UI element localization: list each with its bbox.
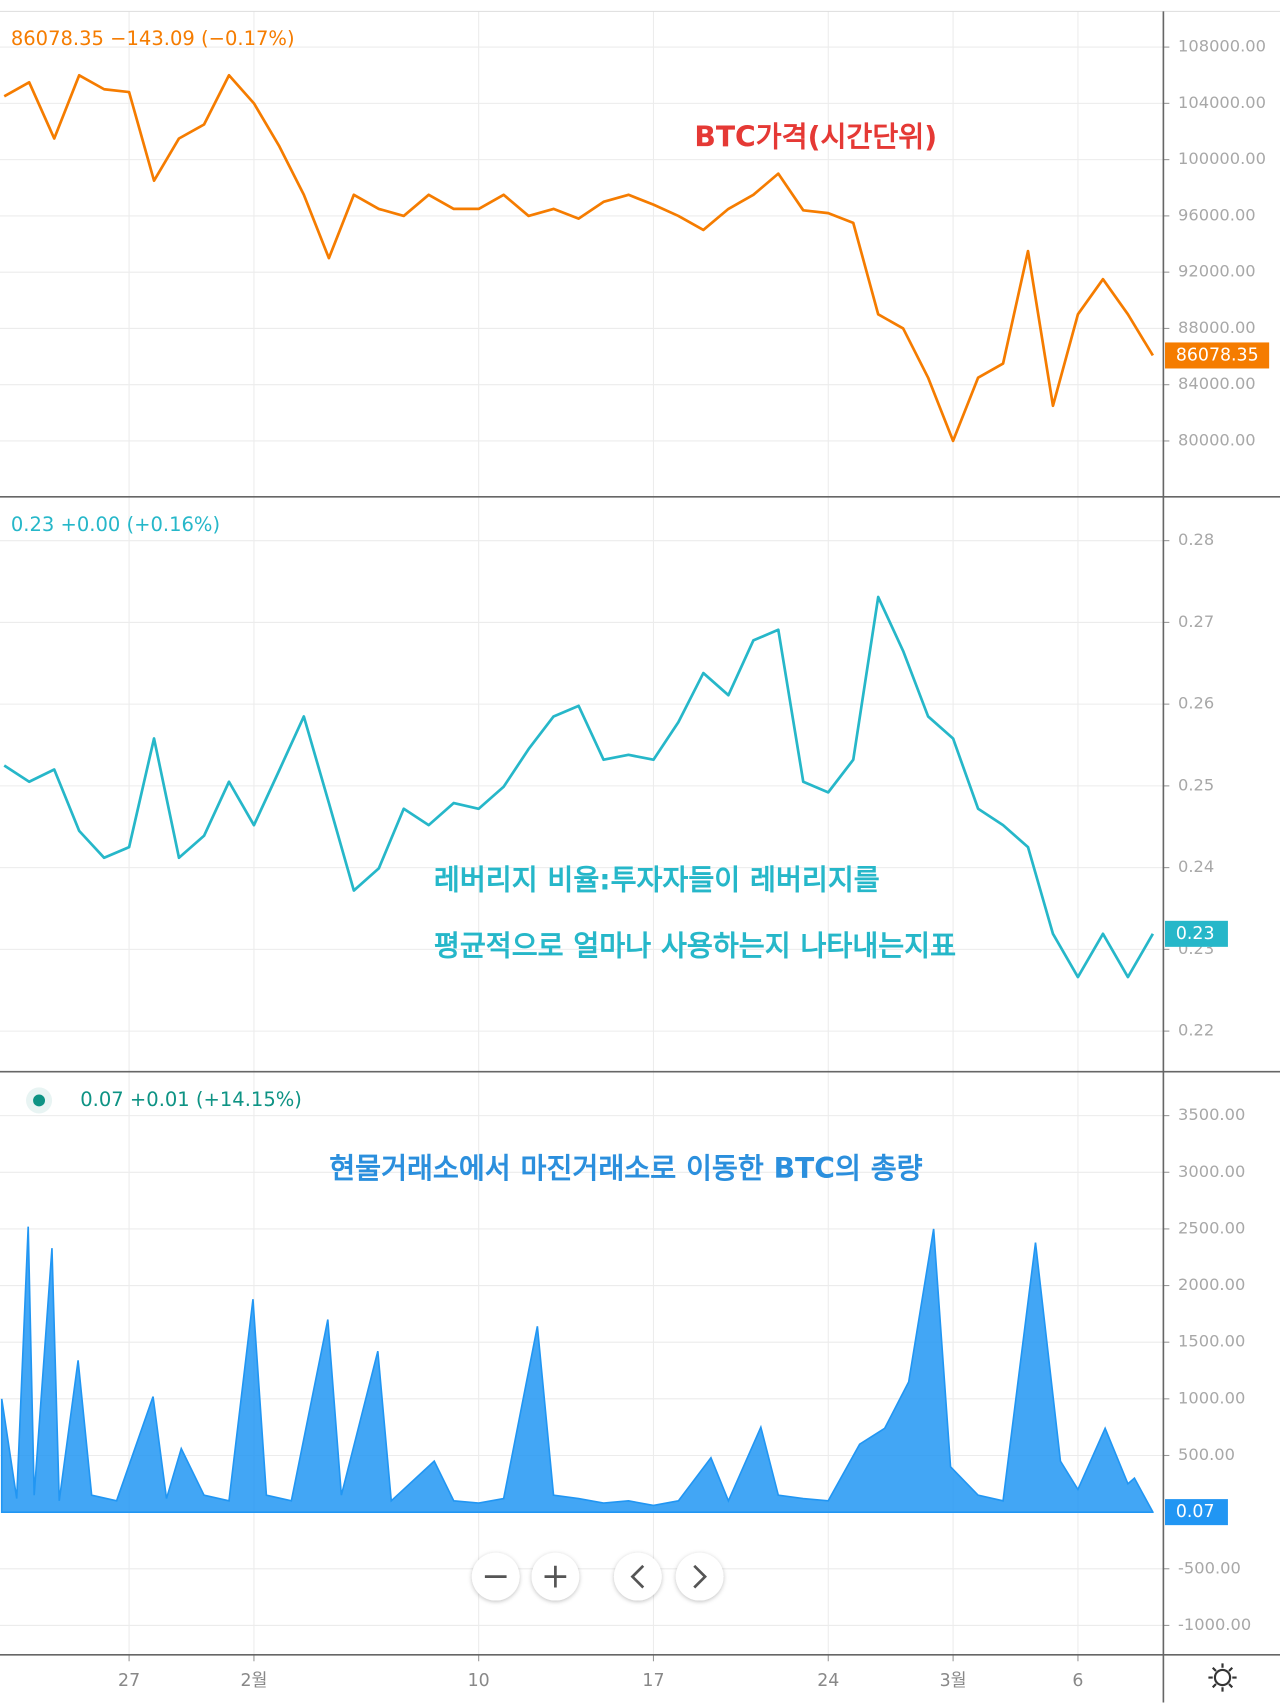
y-tick-label: 2000.00 [1178, 1275, 1245, 1294]
x-tick-label: 10 [468, 1671, 490, 1691]
y-tick-label: 3500.00 [1178, 1105, 1245, 1124]
plus-icon[interactable] [544, 1565, 567, 1588]
legend-icon[interactable] [33, 1094, 46, 1107]
y-tick-label: 500.00 [1178, 1445, 1235, 1464]
scroll-left-button[interactable] [613, 1552, 662, 1601]
pane-legend: 86078.35 −143.09 (−0.17%) [11, 27, 295, 50]
x-tick-label: 17 [642, 1671, 664, 1691]
y-tick-label: 100000.00 [1178, 149, 1266, 168]
x-tick-label: 24 [817, 1671, 839, 1691]
settings-button[interactable] [1208, 1663, 1237, 1692]
y-tick-label: 0.25 [1178, 775, 1214, 794]
annotation: 평균적으로 얼마나 사용하는지 나타내는지표 [434, 930, 956, 963]
y-tick-label: 0.26 [1178, 694, 1214, 713]
x-tick-label: 3월 [940, 1671, 967, 1691]
y-tick-label: 96000.00 [1178, 205, 1256, 224]
last-value-label: 0.23 [1176, 924, 1215, 944]
x-tick-label: 27 [118, 1671, 140, 1691]
y-tick-label: 88000.00 [1178, 318, 1256, 337]
y-tick-label: 0.27 [1178, 612, 1214, 631]
line [3, 595, 1155, 979]
last-value-label: 86078.35 [1176, 345, 1259, 365]
scroll-right-button[interactable] [675, 1552, 724, 1601]
y-tick-label: 80000.00 [1178, 430, 1256, 449]
y-tick-label: 3000.00 [1178, 1162, 1245, 1181]
right-icon[interactable] [693, 1564, 708, 1589]
y-tick-label: 84000.00 [1178, 374, 1256, 393]
y-tick-label: -500.00 [1178, 1558, 1241, 1577]
annotation: 현물거래소에서 마진거래소로 이동한 BTC의 총량 [329, 1152, 922, 1185]
pane-legend: 0.07 +0.01 (+14.15%) [80, 1088, 302, 1111]
y-tick-label: 0.22 [1178, 1021, 1214, 1040]
y-tick-label: -1000.00 [1178, 1615, 1251, 1634]
x-tick-label: 2월 [240, 1671, 267, 1691]
annotation: 레버리지 비율:투자자들이 레버리지를 [434, 863, 880, 896]
plot-layer: 80000.00 84000.00 88000.00 92000.00 96000.00… [0, 11, 1270, 1691]
last-value-box [1165, 342, 1270, 369]
left-icon[interactable] [630, 1564, 645, 1589]
y-tick-label: 108000.00 [1178, 37, 1266, 56]
y-tick-label: 92000.00 [1178, 262, 1256, 281]
last-value-label: 0.07 [1176, 1502, 1215, 1522]
pane-legend: 0.23 +0.00 (+0.16%) [11, 513, 220, 536]
y-tick-label: 1500.00 [1178, 1332, 1245, 1351]
last-value-box [1165, 1499, 1228, 1526]
y-tick-label: 1000.00 [1178, 1388, 1245, 1407]
last-value-box [1165, 920, 1228, 947]
y-tick-label: 2500.00 [1178, 1218, 1245, 1237]
annotation: BTC가격(시간단위) [694, 120, 937, 153]
line [3, 73, 1155, 443]
y-tick-label: 0.28 [1178, 530, 1214, 549]
area [0, 1226, 1154, 1513]
y-tick-label: 0.24 [1178, 857, 1214, 876]
grid [0, 11, 1163, 1655]
x-tick-label: 6 [1072, 1671, 1083, 1691]
y-tick-label: 104000.00 [1178, 93, 1266, 112]
